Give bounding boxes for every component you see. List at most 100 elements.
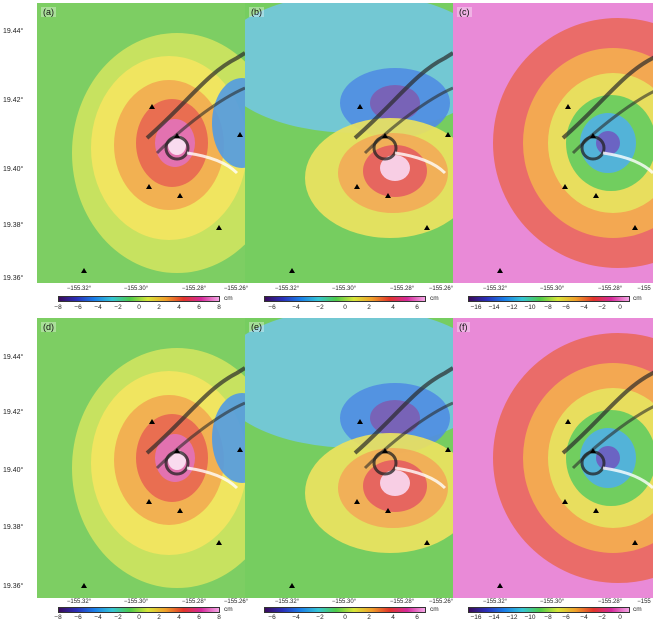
colorbar-f — [468, 607, 630, 613]
ytick-bot-1: 19.42° — [3, 409, 24, 416]
x-axis-f: −155.32° −155.30° −155.28° −155 — [453, 599, 653, 609]
ctick-d-0: −8 — [54, 614, 62, 621]
ctick-b-4: 2 — [367, 304, 371, 311]
ctick-b-1: −4 — [292, 304, 300, 311]
colorbar-ticks-e: −6 −4 −2 0 2 4 6 — [264, 614, 426, 624]
gps-station-marker — [149, 419, 155, 424]
map-panel-c: (c) — [453, 3, 653, 283]
road-trace — [602, 466, 653, 490]
ctick-c-2: −12 — [506, 304, 518, 311]
xtick-d-1: −155.30° — [123, 599, 149, 605]
deformation-contour — [380, 470, 410, 496]
ctick-a-6: 4 — [177, 304, 181, 311]
ytick-bot-2: 19.40° — [3, 467, 24, 474]
ctick-c-4: −8 — [544, 304, 552, 311]
gps-station-marker — [174, 133, 180, 138]
unit-c: cm — [633, 295, 642, 302]
map-panel-f: (f) — [453, 318, 653, 598]
gps-station-marker — [216, 540, 222, 545]
ctick-a-8: 8 — [217, 304, 221, 311]
xtick-f-0: −155.32° — [482, 599, 508, 605]
hillshade-overlay — [37, 3, 245, 283]
panel-label-f: (f) — [457, 322, 470, 332]
ctick-d-1: −6 — [74, 614, 82, 621]
gps-station-marker — [237, 447, 243, 452]
gps-station-marker — [424, 540, 430, 545]
ctick-c-1: −14 — [488, 304, 500, 311]
ctick-e-1: −4 — [292, 614, 300, 621]
xtick-f-3: −155 — [637, 599, 651, 605]
gps-station-marker — [632, 540, 638, 545]
deformation-map-d — [37, 318, 245, 598]
hillshade-overlay — [245, 3, 453, 283]
ctick-a-3: −2 — [114, 304, 122, 311]
ctick-f-8: 0 — [618, 614, 622, 621]
xtick-d-0: −155.32° — [66, 599, 92, 605]
x-axis-c: −155.32° −155.30° −155.28° −155 — [453, 286, 653, 296]
gps-station-marker — [497, 268, 503, 273]
road-trace — [186, 151, 239, 175]
gps-station-marker — [354, 499, 360, 504]
colorbar-e — [264, 607, 426, 613]
fault-trace — [353, 51, 453, 140]
gps-station-marker — [149, 104, 155, 109]
ytick-top-1: 19.42° — [3, 97, 24, 104]
gps-station-marker — [562, 184, 568, 189]
xtick-a-3: −155.26° — [223, 286, 249, 292]
deformation-map-c — [453, 3, 653, 283]
gps-station-marker — [289, 583, 295, 588]
xtick-a-0: −155.32° — [66, 286, 92, 292]
fault-trace — [145, 366, 245, 455]
gps-station-marker — [382, 133, 388, 138]
gps-station-marker — [385, 508, 391, 513]
gps-station-marker — [216, 225, 222, 230]
panel-label-d: (d) — [41, 322, 56, 332]
colorbar-ticks-c: −16 −14 −12 −10 −8 −6 −4 −2 0 — [468, 304, 648, 314]
colorbar-b — [264, 296, 426, 302]
gps-station-marker — [445, 132, 451, 137]
ctick-f-6: −4 — [580, 614, 588, 621]
road-trace — [394, 151, 447, 175]
ytick-bot-0: 19.44° — [3, 354, 24, 361]
ctick-d-7: 6 — [197, 614, 201, 621]
xtick-c-0: −155.32° — [482, 286, 508, 292]
xtick-c-3: −155 — [637, 286, 651, 292]
x-axis-d: −155.32° −155.30° −155.28° −155.26° — [37, 599, 248, 609]
xtick-f-2: −155.28° — [597, 599, 623, 605]
ctick-d-3: −2 — [114, 614, 122, 621]
gps-station-marker — [81, 268, 87, 273]
gps-station-marker — [382, 448, 388, 453]
ctick-d-6: 4 — [177, 614, 181, 621]
unit-b: cm — [430, 295, 439, 302]
deformation-map-a — [37, 3, 245, 283]
y-axis-labels: 19.44° 19.42° 19.40° 19.38° 19.36° 19.44… — [0, 0, 36, 624]
xtick-b-3: −155.26° — [428, 286, 454, 292]
ctick-f-7: −2 — [598, 614, 606, 621]
x-axis-b: −155.32° −155.30° −155.28° −155.26° — [245, 286, 453, 296]
hillshade-overlay — [37, 318, 245, 598]
xtick-b-1: −155.30° — [331, 286, 357, 292]
gps-station-marker — [174, 448, 180, 453]
colorbar-ticks-b: −6 −4 −2 0 2 4 6 — [264, 304, 426, 314]
ytick-top-0: 19.44° — [3, 28, 24, 35]
colorbar-c — [468, 296, 630, 302]
colorbar-ticks-d: −8 −6 −4 −2 0 2 4 6 8 — [54, 614, 221, 624]
hillshade-overlay — [453, 318, 653, 598]
gps-station-marker — [357, 104, 363, 109]
gps-station-marker — [590, 448, 596, 453]
ctick-d-2: −4 — [94, 614, 102, 621]
ctick-e-6: 6 — [415, 614, 419, 621]
deformation-contour — [596, 131, 620, 155]
ctick-f-3: −10 — [524, 614, 536, 621]
gps-station-marker — [632, 225, 638, 230]
gps-station-marker — [146, 499, 152, 504]
ctick-f-5: −6 — [562, 614, 570, 621]
ctick-a-0: −8 — [54, 304, 62, 311]
ctick-f-4: −8 — [544, 614, 552, 621]
fault-trace — [145, 51, 245, 140]
xtick-c-1: −155.30° — [539, 286, 565, 292]
ctick-e-3: 0 — [343, 614, 347, 621]
ctick-a-7: 6 — [197, 304, 201, 311]
x-axis-e: −155.32° −155.30° −155.28° −155.26° — [245, 599, 453, 609]
map-panel-a: (a) — [37, 3, 245, 283]
